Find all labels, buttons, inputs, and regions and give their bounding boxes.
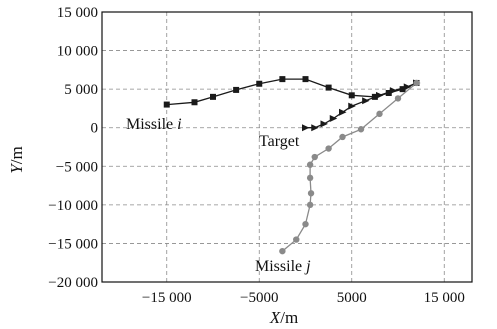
missile-i-point bbox=[163, 101, 170, 108]
missile-j-point bbox=[279, 247, 286, 255]
missile-j-point bbox=[394, 95, 402, 102]
missile-j-label: Missile j bbox=[255, 258, 311, 275]
y-tick-label: −20 000 bbox=[48, 275, 98, 291]
missile-j-point bbox=[357, 126, 365, 133]
plot-frame bbox=[101, 11, 473, 283]
y-tick-labels: 15 000 10 000 5 000 0 −5 000 −10 000 −15 000 −2… bbox=[48, 5, 98, 291]
grid bbox=[102, 12, 472, 282]
missile-i-point bbox=[302, 76, 309, 83]
missile-j-point bbox=[311, 153, 318, 161]
y-axis-label: Y/m bbox=[7, 146, 26, 173]
x-tick-label: 15 000 bbox=[424, 290, 465, 306]
series-layer bbox=[163, 76, 421, 255]
target-series bbox=[302, 79, 421, 132]
missile-j-point bbox=[413, 79, 420, 87]
target-label: Target bbox=[259, 133, 300, 150]
missile-i-point bbox=[348, 92, 355, 99]
missile-j-point bbox=[293, 236, 300, 243]
y-tick-label: 5 000 bbox=[64, 82, 98, 98]
y-tick-label: −10 000 bbox=[48, 198, 98, 214]
target-point bbox=[311, 124, 319, 132]
y-tick-label: −5 000 bbox=[56, 159, 98, 175]
target-point bbox=[339, 108, 347, 116]
missile-i-line bbox=[166, 78, 417, 106]
missile-i-series bbox=[163, 76, 420, 108]
missile-i-point bbox=[256, 80, 263, 87]
missile-i-point bbox=[279, 76, 286, 83]
missile-j-point bbox=[306, 161, 314, 168]
x-tick-label: −5000 bbox=[240, 290, 278, 306]
target-point bbox=[376, 91, 384, 99]
target-point bbox=[389, 87, 398, 95]
target-point bbox=[362, 97, 370, 105]
missile-i-point bbox=[191, 99, 198, 106]
missile-i-point bbox=[210, 93, 216, 100]
x-tick-label: −15 000 bbox=[142, 290, 192, 306]
missile-j-point bbox=[306, 201, 314, 209]
y-tick-label: 10 000 bbox=[57, 44, 98, 60]
missile-i-point bbox=[325, 84, 332, 91]
y-tick-label: 0 bbox=[91, 121, 99, 137]
missile-j-point bbox=[376, 110, 383, 118]
x-axis-label: X/m bbox=[269, 308, 298, 327]
target-point bbox=[320, 120, 328, 128]
missile-j-point bbox=[302, 220, 309, 228]
missile-j-point bbox=[306, 174, 314, 182]
y-tick-label: 15 000 bbox=[57, 5, 98, 21]
target-point bbox=[403, 83, 412, 91]
missile-j-point bbox=[325, 145, 332, 152]
missile-j-series bbox=[279, 79, 420, 255]
x-tick-labels: −15 000 −5000 5000 15 000 bbox=[142, 290, 465, 306]
y-tick-label: −15 000 bbox=[48, 236, 98, 252]
missile-i-label: Missile i bbox=[126, 116, 182, 133]
missile-j-line bbox=[281, 82, 417, 252]
missile-i-point bbox=[385, 90, 392, 96]
x-tick-label: 5000 bbox=[337, 290, 367, 306]
missile-i-point bbox=[233, 86, 240, 93]
missile-i-point bbox=[399, 86, 406, 93]
target-point bbox=[329, 114, 338, 122]
missile-j-point bbox=[339, 133, 346, 141]
missile-j-point bbox=[307, 190, 315, 197]
target-point bbox=[348, 102, 356, 110]
target-point bbox=[302, 124, 310, 132]
